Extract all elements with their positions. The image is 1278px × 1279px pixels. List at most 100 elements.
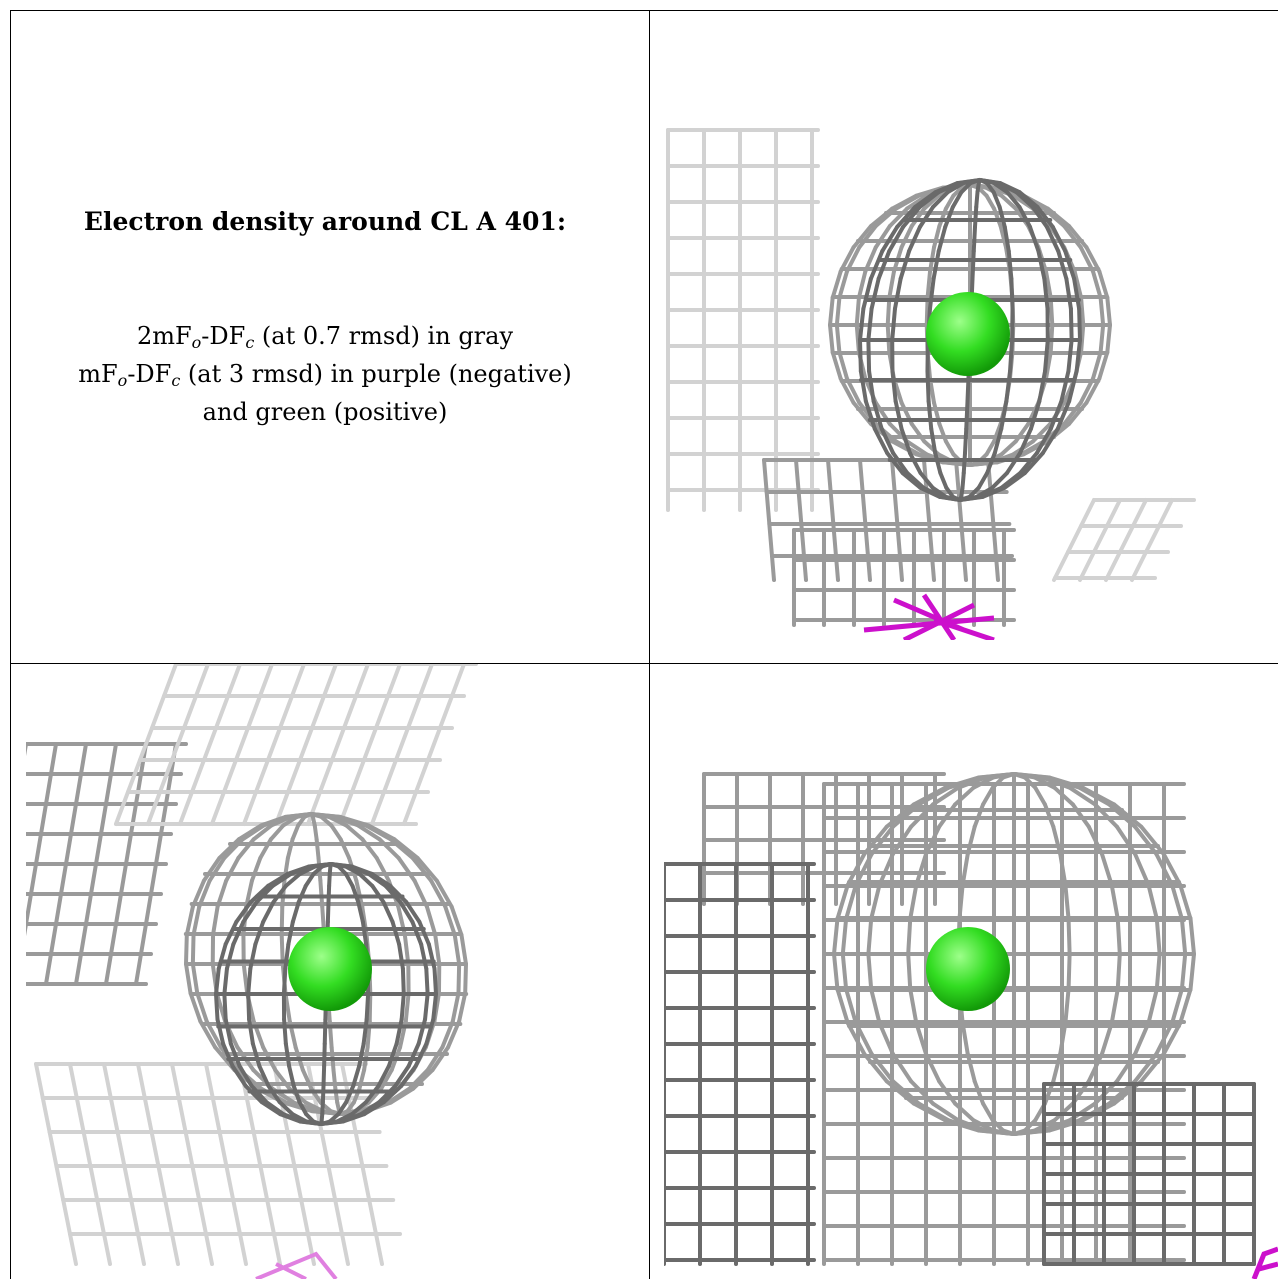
mesh-segment <box>264 1100 286 1117</box>
mesh-segment <box>890 1052 914 1084</box>
mesh-segment <box>928 376 937 405</box>
mesh-segment <box>1058 851 1068 888</box>
mesh-segment <box>946 1118 983 1133</box>
mesh-segment <box>331 1068 338 1091</box>
mesh-segment <box>1178 987 1193 1025</box>
mesh-segment <box>917 190 941 209</box>
mesh-segment <box>909 1079 936 1106</box>
mesh-segment <box>306 664 370 826</box>
mesh-segment <box>1066 952 1072 992</box>
mesh-segment <box>925 369 931 404</box>
mesh-segment <box>1068 306 1074 342</box>
mesh-segment <box>937 1079 958 1106</box>
mesh-segment <box>992 426 1004 456</box>
mesh-segment <box>845 1020 867 1057</box>
mesh-segment <box>1022 1118 1038 1133</box>
mesh-segment <box>364 992 371 1022</box>
mesh-segment <box>937 421 948 444</box>
mesh-segment <box>258 837 273 860</box>
mesh-segment <box>1066 400 1089 426</box>
mesh-segment <box>1047 1118 1085 1133</box>
mesh-segment <box>1063 987 1071 1025</box>
mesh-segment <box>383 883 403 905</box>
mesh-segment <box>1139 824 1166 856</box>
mesh-segment <box>431 992 438 1022</box>
mesh-segment <box>762 458 776 582</box>
mesh-segment <box>1133 851 1151 888</box>
mesh-segment <box>424 904 438 937</box>
mesh-segment <box>376 1064 391 1088</box>
mesh-segment <box>937 802 958 829</box>
mesh-segment <box>838 245 856 274</box>
mesh-segment <box>1133 824 1159 856</box>
mesh-segment <box>216 942 228 971</box>
mesh-segment <box>319 814 334 828</box>
mesh-segment <box>350 883 361 905</box>
mesh-segment <box>457 991 468 1024</box>
mesh-segment <box>279 932 285 966</box>
mesh-segment <box>992 206 1003 229</box>
mesh-segment <box>909 206 927 229</box>
mesh-segment <box>386 1041 399 1069</box>
mesh-segment <box>178 664 242 826</box>
mesh-segment <box>837 269 849 300</box>
mesh-segment <box>1009 276 1015 311</box>
mesh-segment <box>873 206 899 229</box>
mesh-segment <box>1017 204 1032 229</box>
mesh-segment <box>835 987 850 1025</box>
mesh-segment <box>1097 269 1110 300</box>
mesh-segment <box>887 206 910 229</box>
mesh-segment <box>844 245 862 274</box>
mesh-segment <box>400 966 406 996</box>
mesh-segment <box>965 824 977 856</box>
mesh-segment <box>971 1118 996 1133</box>
mesh-segment <box>354 878 365 909</box>
mesh-segment <box>281 814 299 828</box>
mesh-segment <box>274 664 338 826</box>
mesh-segment <box>967 485 981 499</box>
mesh-segment <box>1051 1052 1063 1084</box>
mesh-segment <box>1079 323 1086 355</box>
mesh-segment <box>871 399 884 431</box>
mesh-segment <box>392 837 420 860</box>
mesh-segment <box>1114 824 1138 856</box>
mesh-segment <box>237 1064 254 1088</box>
mesh-segment <box>319 1119 346 1126</box>
mesh-segment <box>856 269 868 300</box>
mesh-segment <box>204 1019 223 1050</box>
mesh-segment <box>840 916 849 956</box>
mesh-segment <box>456 962 462 996</box>
mesh-segment <box>251 823 274 842</box>
mesh-segment <box>407 1068 430 1091</box>
mesh-segment <box>1033 785 1047 807</box>
mesh-segment <box>338 837 352 860</box>
mesh-segment <box>1064 276 1073 311</box>
mesh-segment <box>953 1101 976 1123</box>
mesh-segment <box>990 775 1006 790</box>
mesh-segment <box>321 1064 327 1088</box>
mesh-segment <box>322 1017 328 1046</box>
negative-density-purple <box>255 1251 338 1279</box>
mesh-segment <box>1002 224 1011 254</box>
mesh-segment <box>893 399 904 431</box>
mesh-segment <box>350 1100 369 1117</box>
mesh-segment <box>280 878 287 909</box>
mesh-segment <box>909 421 927 444</box>
negative-density-purple <box>1251 1246 1278 1279</box>
mesh-segment <box>364 1083 381 1105</box>
mesh-segment <box>992 421 1003 444</box>
mesh-segment <box>916 785 951 807</box>
mesh-segment <box>291 1083 302 1105</box>
mesh-segment <box>1079 295 1086 327</box>
mesh-segment <box>329 823 343 842</box>
mesh-segment <box>211 904 220 937</box>
mesh-segment <box>853 851 874 888</box>
mesh-segment <box>217 837 241 860</box>
mesh-segment <box>184 932 189 966</box>
mesh-segment <box>1051 824 1063 856</box>
mesh-segment <box>898 249 912 281</box>
mesh-segment <box>1091 350 1103 381</box>
mesh-segment <box>424 966 430 996</box>
mesh-segment <box>863 399 877 431</box>
mesh-segment <box>956 1118 988 1133</box>
